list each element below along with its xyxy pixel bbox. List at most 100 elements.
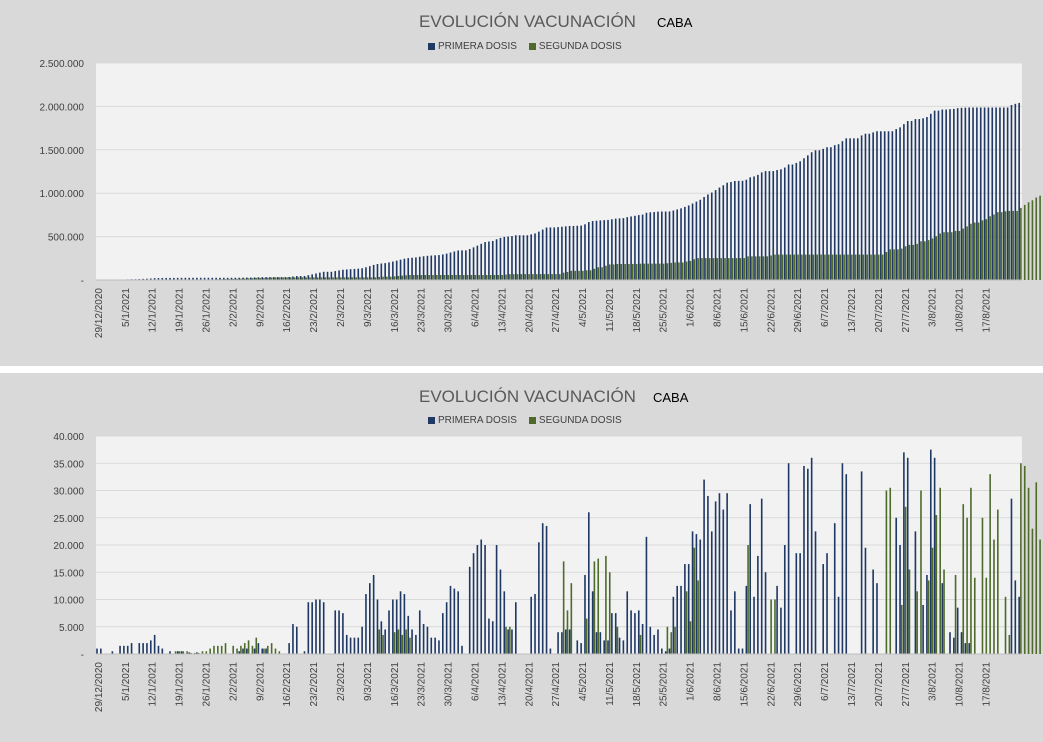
- bar-segunda-dosis: [1031, 528, 1034, 654]
- bar-segunda-dosis: [516, 274, 519, 280]
- bar-primera-dosis: [180, 277, 183, 280]
- bar-primera-dosis: [538, 542, 540, 654]
- bar-segunda-dosis: [900, 248, 903, 280]
- cumulative-chart-panel: EVOLUCIÓN VACUNACIÓN CABA PRIMERA DOSIS …: [0, 0, 1043, 366]
- bar-segunda-dosis: [320, 277, 323, 280]
- bar-primera-dosis: [130, 643, 133, 654]
- bar-primera-dosis: [749, 177, 751, 280]
- bar-segunda-dosis: [309, 277, 311, 280]
- bar-segunda-dosis: [243, 643, 246, 654]
- bar-primera-dosis: [511, 236, 513, 280]
- bar-primera-dosis: [845, 474, 848, 654]
- bar-segunda-dosis: [966, 517, 968, 654]
- bar-segunda-dosis: [789, 254, 792, 280]
- bar-segunda-dosis: [908, 244, 911, 280]
- legend-label-segunda: SEGUNDA DOSIS: [538, 41, 622, 52]
- x-tick-label: 19/1/2021: [175, 662, 186, 707]
- bar-primera-dosis: [142, 643, 144, 654]
- bar-segunda-dosis: [539, 274, 542, 280]
- bar-segunda-dosis: [1039, 195, 1041, 280]
- bar-primera-dosis: [334, 610, 337, 654]
- bar-segunda-dosis: [178, 651, 181, 654]
- bar-primera-dosis: [491, 240, 494, 280]
- daily-chart-panel: EVOLUCIÓN VACUNACIÓN CABA PRIMERA DOSIS …: [0, 373, 1043, 742]
- bar-segunda-dosis: [916, 591, 918, 654]
- bar-segunda-dosis: [528, 274, 530, 280]
- bar-segunda-dosis: [232, 278, 235, 280]
- bar-segunda-dosis: [213, 645, 215, 654]
- bar-primera-dosis: [856, 138, 859, 280]
- bar-primera-dosis: [307, 275, 310, 280]
- bar-primera-dosis: [276, 277, 279, 280]
- bar-segunda-dosis: [916, 243, 918, 280]
- bar-primera-dosis: [945, 109, 947, 281]
- bar-primera-dosis: [783, 167, 786, 280]
- y-tick-label: 2.000.000: [40, 102, 85, 113]
- bar-primera-dosis: [349, 637, 352, 654]
- bar-segunda-dosis: [509, 274, 511, 280]
- bar-segunda-dosis: [501, 275, 503, 280]
- bar-segunda-dosis: [712, 258, 715, 280]
- bar-segunda-dosis: [685, 261, 688, 280]
- bar-segunda-dosis: [651, 263, 653, 280]
- bar-segunda-dosis: [632, 263, 634, 280]
- bar-primera-dosis: [561, 632, 563, 654]
- bar-segunda-dosis: [874, 254, 876, 280]
- bar-segunda-dosis: [808, 254, 811, 280]
- bar-primera-dosis: [384, 263, 386, 280]
- bar-primera-dosis: [403, 258, 406, 280]
- bar-segunda-dosis: [1023, 204, 1026, 280]
- bar-primera-dosis: [169, 651, 171, 654]
- bar-segunda-dosis: [409, 637, 411, 654]
- bar-primera-dosis: [146, 643, 148, 654]
- bar-primera-dosis: [311, 274, 313, 280]
- bar-segunda-dosis: [993, 214, 995, 280]
- bar-primera-dosis: [726, 493, 728, 654]
- bar-primera-dosis: [649, 626, 652, 654]
- bar-primera-dosis: [488, 241, 490, 280]
- bar-segunda-dosis: [470, 275, 473, 280]
- bar-primera-dosis: [472, 247, 475, 280]
- bar-segunda-dosis: [697, 258, 699, 280]
- x-tick-label: 20/7/2021: [874, 662, 885, 707]
- bar-primera-dosis: [157, 645, 160, 654]
- bar-primera-dosis: [311, 602, 313, 654]
- x-tick-label: 13/7/2021: [847, 288, 858, 333]
- x-tick-label: 25/5/2021: [659, 662, 670, 707]
- bar-segunda-dosis: [939, 233, 941, 280]
- bar-segunda-dosis: [182, 651, 185, 654]
- bar-segunda-dosis: [266, 277, 269, 280]
- x-tick-label: 17/8/2021: [981, 662, 992, 707]
- bar-primera-dosis: [100, 648, 102, 654]
- bar-primera-dosis: [956, 108, 959, 280]
- bar-primera-dosis: [384, 629, 386, 654]
- x-tick-label: 10/8/2021: [955, 662, 966, 707]
- bar-segunda-dosis: [1031, 200, 1034, 280]
- bar-primera-dosis: [553, 227, 556, 280]
- bar-segunda-dosis: [562, 272, 565, 280]
- bar-primera-dosis: [307, 602, 310, 654]
- bar-primera-dosis: [780, 169, 782, 280]
- bar-segunda-dosis: [474, 275, 477, 280]
- bar-segunda-dosis: [758, 256, 761, 280]
- bar-segunda-dosis: [985, 577, 988, 654]
- bar-primera-dosis: [641, 624, 644, 654]
- bar-primera-dosis: [422, 256, 425, 280]
- bar-primera-dosis: [903, 124, 905, 280]
- x-tick-label: 27/7/2021: [901, 662, 912, 707]
- bar-primera-dosis: [203, 277, 206, 280]
- bar-primera-dosis: [380, 263, 383, 280]
- bar-primera-dosis: [411, 257, 413, 280]
- bar-primera-dosis: [199, 277, 202, 280]
- bar-segunda-dosis: [201, 651, 204, 654]
- bar-segunda-dosis: [1023, 465, 1026, 654]
- bar-primera-dosis: [591, 591, 594, 654]
- bar-segunda-dosis: [943, 569, 945, 654]
- bar-primera-dosis: [126, 645, 129, 654]
- y-tick-label: 35.000: [53, 459, 84, 470]
- legend-item-primera: PRIMERA DOSIS: [428, 415, 517, 426]
- bar-segunda-dosis: [973, 222, 976, 280]
- bar-segunda-dosis: [970, 223, 972, 280]
- bar-segunda-dosis: [232, 645, 235, 654]
- bar-segunda-dosis: [251, 278, 254, 280]
